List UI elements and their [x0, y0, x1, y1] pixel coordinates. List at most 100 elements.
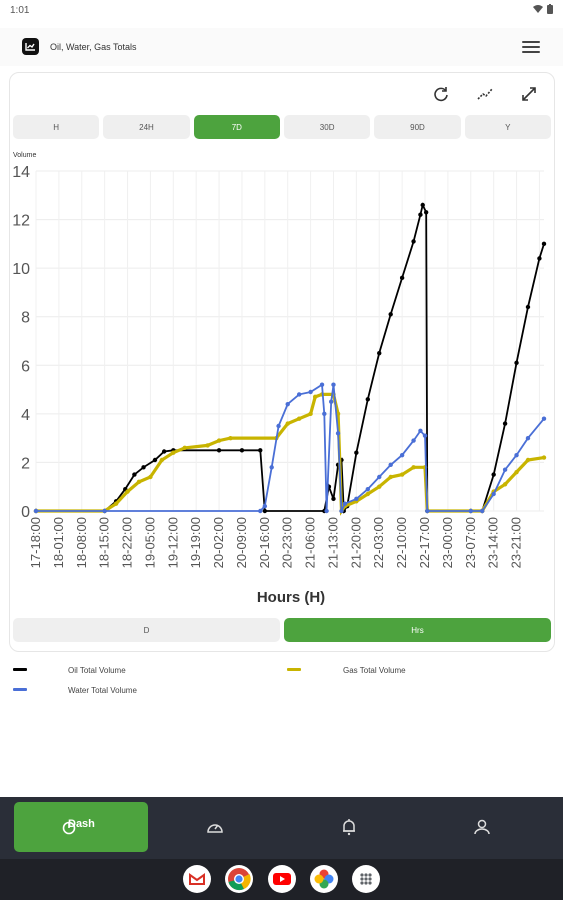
- data-point: [331, 496, 336, 502]
- expand-icon[interactable]: [518, 83, 540, 105]
- oil-legend-swatch: [13, 668, 27, 671]
- data-point: [502, 482, 508, 487]
- y-tick-label: 14: [12, 164, 30, 181]
- x-tick-label: 18-01:00: [51, 517, 66, 568]
- data-point: [258, 448, 263, 453]
- range-y-button[interactable]: Y: [464, 115, 551, 139]
- data-point: [399, 275, 405, 281]
- data-point: [377, 350, 382, 356]
- data-point: [328, 399, 334, 404]
- app-drawer-icon[interactable]: [352, 865, 380, 893]
- data-point: [541, 241, 547, 247]
- range-90d-button[interactable]: 90D: [374, 115, 461, 139]
- chart-card: H 24H 7D 30D 90D Y Volume 0 2 4 6 8 10 12 14 17…: [9, 72, 555, 652]
- y-tick-label: 8: [21, 310, 30, 327]
- y-tick-label: 0: [21, 504, 30, 521]
- data-point: [377, 474, 382, 480]
- water-legend-swatch: [13, 688, 27, 691]
- data-point: [388, 312, 393, 317]
- data-point: [399, 472, 405, 477]
- data-point: [425, 508, 430, 514]
- chart-app-icon: [22, 38, 39, 55]
- gauge-icon[interactable]: [205, 817, 225, 837]
- data-point: [468, 508, 473, 514]
- data-point: [125, 489, 130, 494]
- water-legend-label[interactable]: Water Total Volume: [68, 686, 137, 695]
- x-tick-label: 18-15:00: [97, 517, 112, 568]
- x-tick-label: 17-18:00: [28, 517, 43, 568]
- gmail-icon[interactable]: [183, 865, 211, 893]
- x-tick-label: 18-08:00: [74, 517, 89, 568]
- chart-legend: Oil Total Volume Gas Total Volume Water …: [0, 660, 563, 700]
- system-icons: [533, 4, 553, 14]
- y-tick-label: 6: [21, 358, 30, 375]
- range-7d-button[interactable]: 7D: [193, 115, 280, 139]
- range-h-button[interactable]: H: [13, 115, 100, 139]
- x-tick-label: 20-16:00: [257, 517, 272, 568]
- range-30d-button[interactable]: 30D: [283, 115, 371, 139]
- data-point: [365, 397, 371, 402]
- gas-legend-swatch: [287, 668, 301, 671]
- data-point: [514, 360, 519, 366]
- unit-toggle: D Hrs: [13, 618, 551, 642]
- x-tick-label: 19-19:00: [188, 517, 203, 568]
- data-point: [161, 449, 167, 454]
- data-point: [239, 448, 245, 453]
- unit-hrs-button[interactable]: Hrs: [284, 618, 551, 642]
- series-line-1: [36, 392, 545, 516]
- trend-line-icon[interactable]: [474, 83, 496, 105]
- y-tick-label: 12: [12, 213, 30, 230]
- data-point: [422, 433, 428, 438]
- y-tick-label: 10: [12, 261, 30, 278]
- data-point: [141, 465, 146, 470]
- x-tick-label: 23-07:00: [463, 517, 478, 568]
- data-point: [411, 438, 416, 443]
- oil-legend-label[interactable]: Oil Total Volume: [68, 666, 126, 675]
- menu-icon: [522, 41, 540, 43]
- data-point: [152, 457, 158, 463]
- gas-legend-label[interactable]: Gas Total Volume: [343, 666, 406, 675]
- data-point: [354, 450, 359, 455]
- data-point: [269, 465, 274, 470]
- volume-line-chart: Volume 0 2 4 6 8 10 12 14 17-18:00 18-01:00 18-08…: [12, 152, 547, 606]
- unit-d-button[interactable]: D: [13, 618, 280, 642]
- data-point: [296, 392, 302, 397]
- data-point: [514, 469, 519, 475]
- bell-icon[interactable]: [339, 817, 359, 837]
- data-point: [491, 472, 496, 477]
- data-point: [418, 212, 423, 217]
- data-point: [285, 401, 290, 407]
- data-point: [216, 438, 222, 443]
- menu-button[interactable]: [520, 39, 542, 55]
- series-line-0: [36, 202, 545, 514]
- x-tick-label: 22-03:00: [371, 517, 386, 568]
- refresh-icon[interactable]: [430, 83, 452, 105]
- data-point: [491, 491, 496, 497]
- x-tick-label: 21-20:00: [348, 517, 363, 568]
- chrome-icon[interactable]: [225, 865, 253, 893]
- wifi-icon: [533, 4, 543, 13]
- data-point: [132, 472, 137, 477]
- data-point: [411, 239, 416, 244]
- data-point: [354, 496, 359, 502]
- youtube-icon[interactable]: [268, 865, 296, 893]
- range-24h-button[interactable]: 24H: [103, 115, 190, 139]
- data-point: [537, 256, 542, 261]
- nav-dash-button[interactable]: Dash: [14, 802, 148, 852]
- data-point: [502, 467, 508, 472]
- data-point: [420, 202, 425, 208]
- data-point: [262, 508, 268, 514]
- data-point: [262, 503, 268, 509]
- profile-icon[interactable]: [472, 817, 492, 837]
- data-point: [514, 452, 519, 458]
- y-axis-label: Volume: [13, 152, 36, 159]
- data-point: [411, 465, 416, 470]
- photos-icon[interactable]: [310, 865, 338, 893]
- x-tick-label: 21-13:00: [325, 517, 340, 568]
- data-point: [159, 457, 165, 463]
- dashboard-icon: [62, 821, 76, 835]
- data-point: [308, 411, 313, 417]
- data-point: [113, 501, 119, 506]
- app-bar: Oil, Water, Gas Totals: [0, 28, 563, 66]
- data-point: [335, 431, 341, 436]
